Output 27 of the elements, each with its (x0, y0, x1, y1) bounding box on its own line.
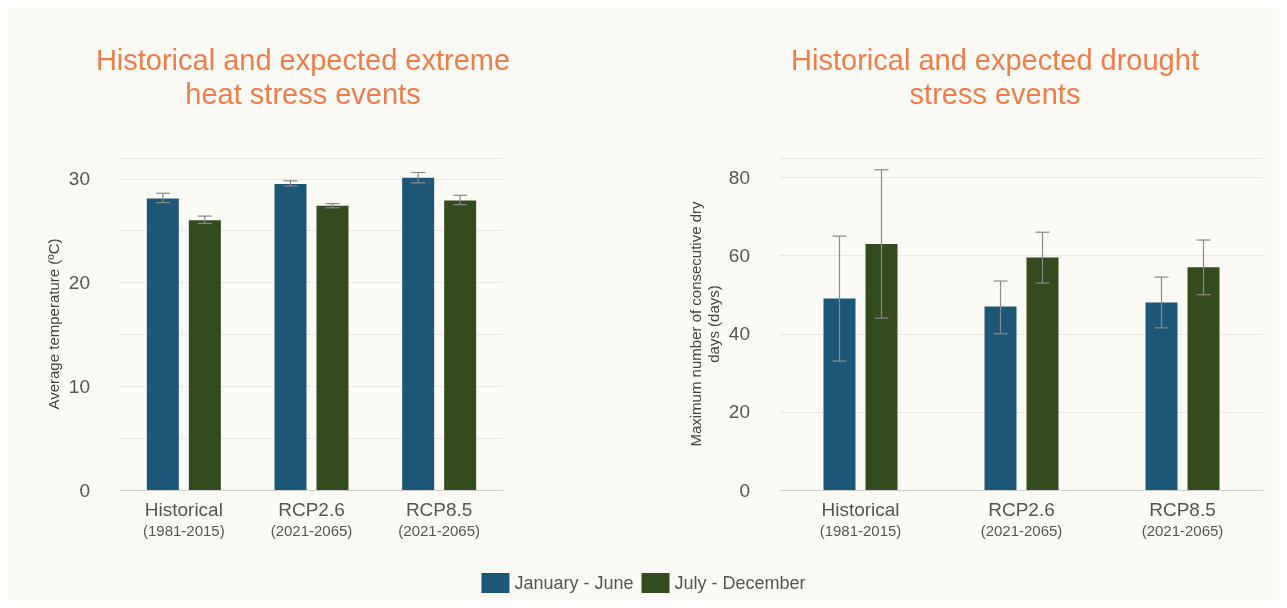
y-tick-label: 20 (68, 272, 90, 293)
y-tick-label: 0 (79, 479, 90, 501)
y-axis-title: Average temperature (ºC) (44, 238, 62, 410)
y-tick-label: 30 (68, 168, 90, 190)
y-tick-label: 10 (68, 375, 90, 397)
x-tick-label: RCP8.5 (2021-2065) (398, 498, 481, 539)
y-tick-label: 20 (728, 401, 750, 423)
bar (1145, 302, 1178, 490)
y-axis-title: Maximum number of consecutive dry days (days) (686, 200, 722, 447)
y-tick-label: 0 (739, 479, 750, 501)
x-tick-label: RCP2.6 (2021-2065) (270, 498, 353, 539)
chart-title: Historical and expected extreme heat stress events (95, 44, 511, 110)
y-tick-label: 80 (728, 167, 750, 189)
x-tick-label: Historical (1981-2015) (142, 498, 225, 539)
bar (1026, 257, 1059, 490)
y-tick-label: 60 (728, 245, 750, 267)
chart-title: Historical and expected drought stress events (791, 44, 1199, 110)
x-tick-label: RCP2.6 (2021-2065) (980, 498, 1063, 539)
legend-label: July - December (674, 573, 806, 593)
bar (1187, 267, 1220, 490)
y-tick-label: 40 (728, 323, 750, 345)
bar (865, 243, 898, 490)
x-tick-label: RCP8.5 (2021-2065) (1141, 498, 1224, 539)
x-tick-label: Historical (1981-2015) (819, 498, 902, 539)
legend-label: January - June (514, 573, 634, 593)
bar (984, 306, 1017, 490)
bar (823, 298, 856, 490)
